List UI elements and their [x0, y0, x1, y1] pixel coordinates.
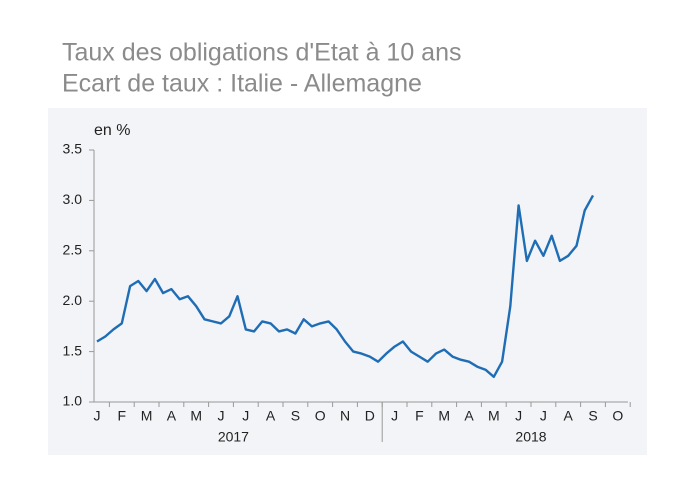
x-tick-label: J: [540, 408, 547, 424]
x-tick-label: J: [218, 408, 225, 424]
y-tick-label: 2.0: [63, 292, 83, 308]
chart-subtitle: Ecart de taux : Italie - Allemagne: [62, 70, 422, 98]
chart-title: Taux des obligations d'Etat à 10 ans: [62, 39, 462, 67]
x-tick-label: J: [94, 408, 101, 424]
x-tick-label: O: [612, 408, 623, 424]
data-line: [96, 194, 595, 378]
x-tick-label: A: [464, 408, 474, 424]
y-tick-label: 2.5: [63, 242, 83, 258]
panel: [48, 108, 647, 455]
x-tick-label: A: [564, 408, 574, 424]
x-tick-label: S: [588, 408, 597, 424]
y-tick-label: 1.0: [63, 393, 83, 409]
x-tick-label: D: [365, 408, 375, 424]
year-label: 2017: [218, 429, 249, 445]
x-tick-label: M: [141, 408, 153, 424]
x-tick-label: N: [340, 408, 350, 424]
y-tick-label: 3.0: [63, 191, 83, 207]
x-tick-label: S: [291, 408, 300, 424]
x-tick-label: A: [266, 408, 276, 424]
y-tick-label: 3.5: [63, 141, 83, 157]
y-tick-label: 1.5: [63, 342, 83, 358]
x-tick-label: J: [242, 408, 249, 424]
x-tick-label: A: [167, 408, 177, 424]
y-axis-label: en %: [94, 122, 130, 139]
x-tick-label: F: [415, 408, 424, 424]
x-tick-label: J: [515, 408, 522, 424]
x-tick-label: O: [315, 408, 326, 424]
x-tick-label: M: [438, 408, 450, 424]
x-tick-label: J: [391, 408, 398, 424]
year-label: 2018: [515, 429, 546, 445]
x-tick-label: M: [488, 408, 500, 424]
x-tick-label: F: [118, 408, 127, 424]
x-tick-label: M: [190, 408, 202, 424]
